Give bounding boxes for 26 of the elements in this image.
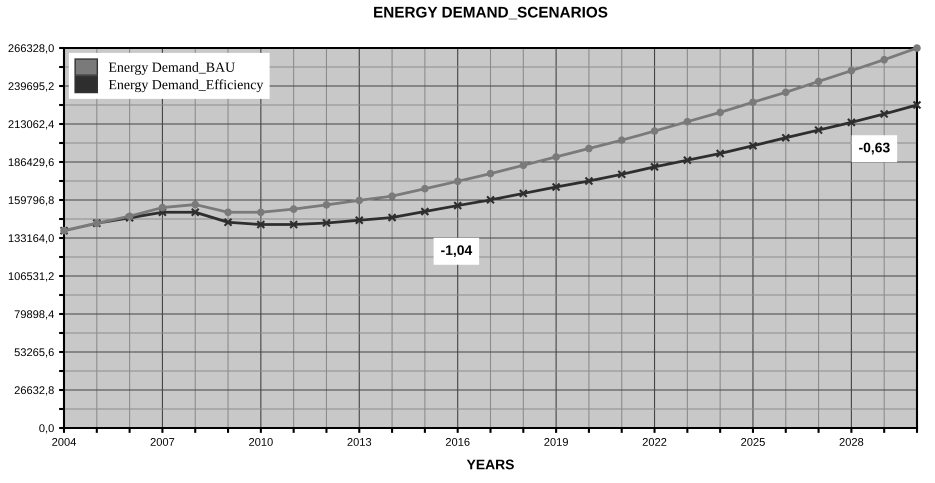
x-tick-label: 2016 [446, 438, 470, 446]
x-tick-label: 2025 [741, 438, 765, 446]
legend-label: Energy Demand_BAU [108, 62, 235, 75]
x-tick-label: 2010 [249, 438, 273, 446]
x-tick-label: 2007 [150, 438, 174, 446]
chart-title: ENERGY DEMAND_SCENARIOS [374, 6, 608, 20]
x-tick-label: 2019 [544, 438, 568, 446]
y-tick-label: 239695,2 [8, 82, 54, 92]
x-tick-label: 2004 [52, 438, 76, 446]
annotation: -0,63 [859, 142, 890, 154]
x-axis-title: YEARS [466, 460, 514, 470]
x-tick-label: 2028 [840, 438, 864, 446]
y-tick-label: 53265,6 [14, 348, 54, 358]
y-tick-label: 26632,8 [14, 386, 54, 396]
x-tick-label: 2022 [642, 438, 666, 446]
y-tick-label: 0,0 [39, 424, 54, 434]
y-tick-label: 186429,6 [8, 158, 54, 168]
y-tick-label: 133164,0 [8, 234, 54, 244]
y-tick-label: 213062,4 [8, 120, 54, 130]
legend-label: Energy Demand_Efficiency [108, 79, 264, 92]
annotation: -1,04 [441, 245, 472, 258]
x-tick-label: 2013 [347, 438, 372, 446]
y-tick-label: 159796,8 [8, 196, 54, 206]
y-tick-label: 266328,0 [8, 44, 54, 54]
y-tick-label: 79898,4 [14, 310, 54, 320]
y-tick-label: 106531,2 [8, 272, 54, 282]
